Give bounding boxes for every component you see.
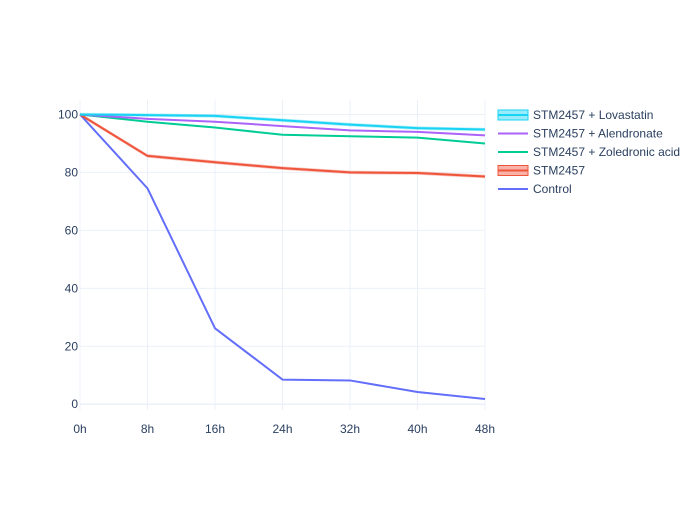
y-tick-label: 100 [58,107,78,121]
grid [79,100,486,410]
y-tick-label: 0 [71,397,78,411]
legend-label: Control [533,182,572,196]
series-line-stm2457[interactable] [79,113,486,178]
series-line-stm2457-lovastatin[interactable] [79,113,486,131]
y-tick-label: 40 [65,281,79,295]
x-tick-label: 32h [340,422,360,436]
legend-label: STM2457 + Alendronate [533,127,663,141]
x-tick-label: 8h [141,422,154,436]
x-tick-label: 24h [272,422,292,436]
x-tick-label: 16h [205,422,225,436]
legend-item-stm2457-alendronate[interactable]: STM2457 + Alendronate [498,127,663,141]
legend: STM2457 + Lovastatin STM2457 + Alendronat… [497,108,680,196]
legend-item-control[interactable]: Control [498,182,572,196]
series-lines [79,113,486,400]
legend-label: STM2457 [533,164,585,178]
x-tick-label: 0h [73,422,86,436]
series-line-stm2457-alendronate[interactable] [79,113,486,137]
legend-label: STM2457 + Lovastatin [533,108,653,122]
series-line-stm2457-zoledronic-acid[interactable] [79,113,486,145]
legend-label: STM2457 + Zoledronic acid [533,145,680,159]
y-tick-label: 80 [65,165,79,179]
x-tick-label: 48h [475,422,495,436]
axes: 0h 8h 16h 24h 32h 40h 48h 0 20 40 60 80 100 [58,107,495,436]
x-tick-label: 40h [407,422,427,436]
legend-item-stm2457[interactable]: STM2457 [497,164,585,178]
legend-item-stm2457-zoledronic-acid[interactable]: STM2457 + Zoledronic acid [498,145,680,159]
y-tick-label: 60 [65,223,79,237]
series-line-control[interactable] [79,113,486,400]
y-tick-label: 20 [65,339,79,353]
legend-item-stm2457-lovastatin[interactable]: STM2457 + Lovastatin [497,108,653,122]
